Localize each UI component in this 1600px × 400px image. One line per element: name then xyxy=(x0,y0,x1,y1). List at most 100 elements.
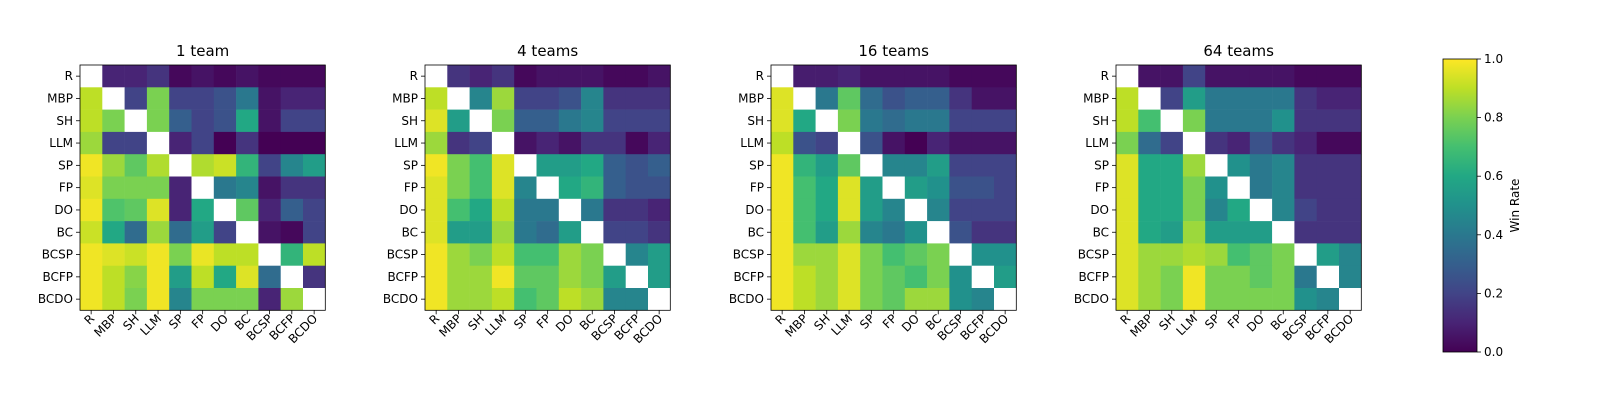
heatmap-cell xyxy=(927,198,950,222)
panel-title: 16 teams xyxy=(858,42,929,60)
heatmap-cell xyxy=(514,198,537,222)
heatmap-cell xyxy=(1316,288,1340,311)
heatmap-cell xyxy=(80,87,103,110)
colorbar: 0.0 0.2 0.4 0.6 0.8 1.0 Win Rate xyxy=(1442,52,1522,359)
heatmap-cell xyxy=(1272,131,1295,155)
heatmap-cell xyxy=(1249,221,1273,244)
heatmap-cell xyxy=(80,265,103,289)
heatmap-cell xyxy=(793,288,816,311)
heatmap-cell xyxy=(837,176,861,200)
heatmap-cell xyxy=(1316,198,1340,222)
heatmap-cell xyxy=(625,176,649,200)
heatmap-cell xyxy=(447,154,470,177)
heatmap-cell xyxy=(1316,65,1340,88)
heatmap-cell xyxy=(1316,154,1340,177)
heatmap-cell xyxy=(124,176,148,200)
heatmap-cell xyxy=(603,131,626,155)
heatmap-cell xyxy=(491,288,515,311)
y-tick-label: SP xyxy=(403,158,418,172)
heatmap-cell xyxy=(994,198,1017,222)
heatmap-cell xyxy=(1205,221,1228,244)
heatmap-cell xyxy=(927,65,950,88)
heatmap-cell xyxy=(558,265,582,289)
heatmap-cell xyxy=(1227,131,1251,155)
heatmap-cell xyxy=(793,265,816,289)
heatmap-cell xyxy=(1116,221,1139,244)
heatmap-cell xyxy=(1138,243,1161,266)
y-tick-label: BCSP xyxy=(733,248,764,262)
heatmap-cell xyxy=(1182,176,1206,200)
heatmap-cell xyxy=(994,176,1017,200)
heatmap-cell xyxy=(213,288,237,311)
heatmap-cell xyxy=(1227,265,1251,289)
heatmap-cell xyxy=(1249,288,1273,311)
heatmap-cell xyxy=(603,176,626,200)
heatmap-cell-diagonal xyxy=(927,221,950,244)
y-tick-label: MBP xyxy=(738,91,764,105)
panel-title: 64 teams xyxy=(1203,42,1274,60)
heatmap-cell xyxy=(1160,265,1184,289)
heatmap-cell xyxy=(236,176,259,200)
x-tick-label: MBP xyxy=(1127,312,1155,340)
heatmap-cell xyxy=(625,221,649,244)
heatmap-cell xyxy=(1339,198,1362,222)
heatmap-cell xyxy=(303,65,326,88)
heatmap-cell xyxy=(1116,265,1139,289)
y-tick-label: BCSP xyxy=(42,248,73,262)
heatmap-cell xyxy=(514,243,537,266)
heatmap-cell-diagonal xyxy=(514,154,537,177)
heatmap-cell xyxy=(1205,288,1228,311)
heatmap-cell xyxy=(949,131,972,155)
heatmap-cell xyxy=(169,87,192,110)
heatmap-cell xyxy=(146,243,170,266)
heatmap-cell xyxy=(258,265,281,289)
heatmap-cell xyxy=(648,221,671,244)
x-tick-label: SP xyxy=(857,312,877,332)
heatmap-cell xyxy=(793,109,816,133)
heatmap-cell-diagonal xyxy=(1227,176,1251,200)
heatmap-cell xyxy=(860,109,883,133)
heatmap-cell xyxy=(213,265,237,289)
heatmap-cell xyxy=(603,109,626,133)
heatmap-cell xyxy=(169,65,192,88)
heatmap-cell xyxy=(1227,109,1251,133)
heatmap-cell xyxy=(603,154,626,177)
heatmap-cell xyxy=(191,198,215,222)
heatmap-cell xyxy=(1249,154,1273,177)
heatmap-cell xyxy=(169,265,192,289)
heatmap-cell xyxy=(1227,154,1251,177)
heatmap-cell-diagonal xyxy=(169,154,192,177)
heatmap-cell xyxy=(169,176,192,200)
heatmap-cell xyxy=(514,109,537,133)
x-tick-label: DO xyxy=(899,312,922,335)
heatmap-cell xyxy=(860,131,883,155)
heatmap-cell xyxy=(971,87,995,110)
heatmap-cell xyxy=(927,243,950,266)
heatmap-cell xyxy=(1182,109,1206,133)
heatmap-cell xyxy=(213,131,237,155)
heatmap-cell-diagonal xyxy=(625,265,649,289)
heatmap-cell xyxy=(815,176,839,200)
heatmap-cell-diagonal xyxy=(882,176,906,200)
heatmap-cell-diagonal xyxy=(1339,288,1362,311)
heatmap-cell xyxy=(949,154,972,177)
heatmap-cell xyxy=(80,176,103,200)
heatmap-cell xyxy=(280,87,304,110)
heatmap-cell xyxy=(80,154,103,177)
heatmap-cell xyxy=(904,131,928,155)
heatmap-cell xyxy=(447,221,470,244)
heatmap-cell xyxy=(815,221,839,244)
x-tick-label: DO xyxy=(208,312,231,335)
heatmap-cell xyxy=(303,87,326,110)
heatmap-cell xyxy=(771,243,794,266)
heatmap-cell xyxy=(80,131,103,155)
heatmap-cell xyxy=(815,65,839,88)
heatmap-cell xyxy=(303,243,326,266)
heatmap-cell xyxy=(236,198,259,222)
heatmap-cell xyxy=(860,198,883,222)
heatmap-cell xyxy=(1316,243,1340,266)
heatmap-cell xyxy=(1294,87,1317,110)
heatmap-cell xyxy=(536,109,560,133)
heatmap-cell xyxy=(1160,154,1184,177)
